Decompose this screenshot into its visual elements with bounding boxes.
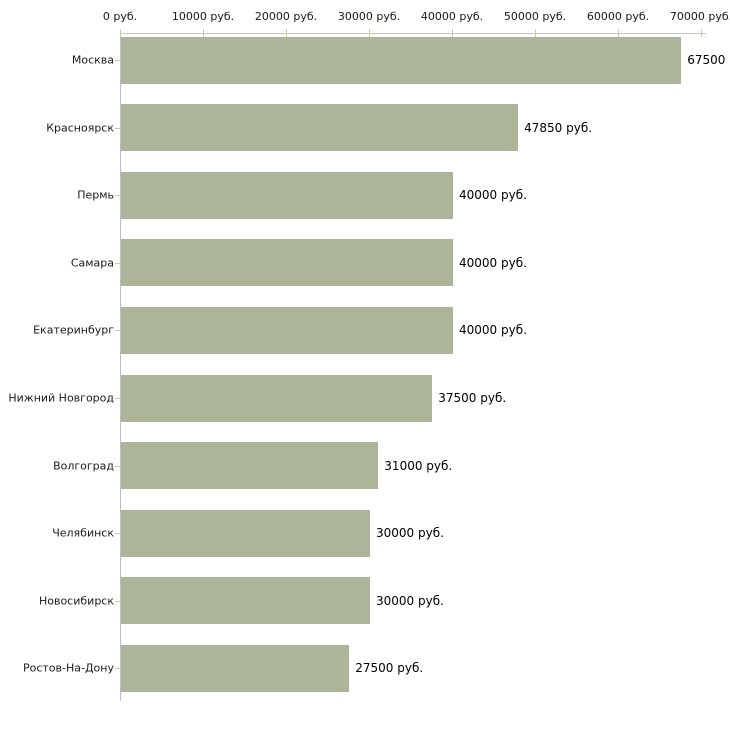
x-axis-tick [618, 29, 619, 37]
x-axis-tick [535, 29, 536, 37]
x-axis-tick-label: 50000 руб. [503, 10, 567, 23]
value-label: 67500 р [687, 53, 730, 67]
category-tick [115, 60, 120, 61]
value-label: 40000 руб. [459, 255, 527, 270]
category-tick [115, 195, 120, 197]
value-label: 40000 руб. [459, 323, 527, 338]
bar-3 [121, 239, 453, 287]
category-tick [115, 668, 120, 670]
bar-7 [121, 509, 370, 557]
value-label: 37500 руб. [438, 391, 507, 405]
bar-6 [121, 442, 379, 490]
x-axis-tick-label: 40000 руб. [420, 10, 484, 23]
category-label: Ростов-На-Дону [22, 661, 114, 675]
value-label: 30000 руб. [376, 593, 444, 608]
x-axis-tick-label: 30000 руб. [337, 10, 401, 23]
x-axis-tick [203, 29, 204, 37]
bar-8 [121, 577, 370, 625]
category-tick [115, 330, 120, 332]
bar-1 [121, 104, 519, 152]
x-axis-tick-label: 70000 руб. [669, 10, 730, 23]
x-axis-tick-label: 0 руб. [102, 10, 138, 23]
x-axis-tick [286, 29, 287, 37]
x-axis-tick-label: 10000 руб. [171, 10, 235, 23]
x-axis-line [120, 33, 706, 34]
x-axis-tick [701, 29, 702, 37]
category-label: Москва [71, 53, 114, 67]
category-label: Красноярск [46, 121, 114, 135]
value-label: 27500 руб. [355, 661, 424, 676]
category-label: Нижний Новгород [8, 391, 114, 405]
value-label: 40000 руб. [459, 188, 527, 203]
x-axis-tick-label: 20000 руб. [254, 10, 318, 23]
bar-9 [121, 644, 350, 692]
category-tick [115, 533, 120, 535]
value-label: 30000 руб. [376, 526, 444, 541]
category-label: Екатеринбург [33, 323, 114, 337]
x-axis-tick [369, 29, 370, 37]
category-label: Самара [70, 256, 114, 270]
category-tick [115, 600, 120, 602]
bar-5 [121, 374, 433, 422]
category-tick [115, 398, 120, 399]
x-axis-tick [120, 29, 121, 37]
x-axis-tick-label: 60000 руб. [586, 10, 650, 23]
value-label: 47850 руб. [524, 120, 593, 135]
bar-0 [121, 36, 682, 84]
bar-2 [121, 171, 453, 219]
category-label: Пермь [77, 188, 114, 202]
category-label: Волгоград [53, 459, 114, 473]
value-label: 31000 руб. [384, 458, 453, 473]
category-tick [115, 262, 120, 264]
category-label: Новосибирск [38, 594, 114, 608]
x-axis-tick [452, 29, 453, 37]
category-tick [115, 127, 120, 129]
bar-4 [121, 306, 453, 354]
category-tick [115, 465, 120, 467]
category-label: Челябинск [52, 526, 114, 540]
y-axis-line [120, 33, 121, 701]
